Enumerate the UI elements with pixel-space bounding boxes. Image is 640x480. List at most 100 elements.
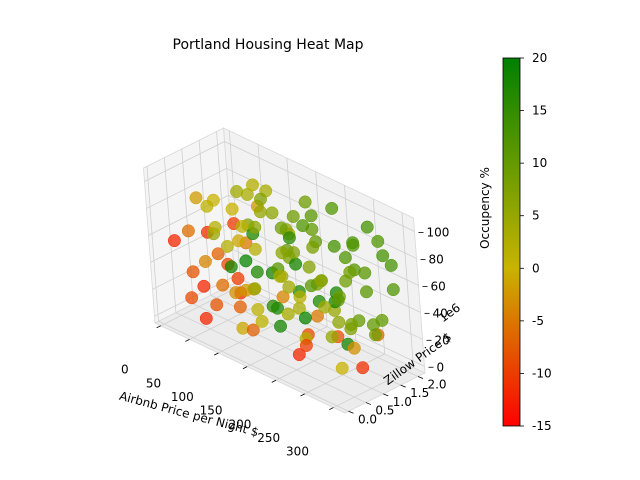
scatter-point xyxy=(282,280,296,294)
scatter-point xyxy=(235,219,249,233)
grid-line-y xyxy=(198,140,212,296)
scatter-point xyxy=(318,300,332,314)
scatter-point xyxy=(273,269,287,283)
y-tick-mark xyxy=(348,410,354,414)
scatter-point xyxy=(293,290,307,304)
scatter-point xyxy=(325,201,339,215)
scatter-point xyxy=(325,330,339,344)
grid-line-z xyxy=(234,275,425,367)
x-tick-label: 100 xyxy=(171,390,194,404)
x-tick-label: 200 xyxy=(228,417,251,431)
x-tick-mark xyxy=(300,393,305,397)
scatter-point xyxy=(250,265,264,279)
scatter-point xyxy=(274,319,287,333)
scatter-point xyxy=(185,291,199,305)
scatter-point xyxy=(304,209,318,223)
scatter-point xyxy=(343,265,357,279)
scatter-point xyxy=(239,254,253,268)
scatter-point xyxy=(248,282,262,296)
scatter-point xyxy=(233,300,247,314)
scatter-point xyxy=(360,285,373,299)
scatter-point xyxy=(186,265,200,279)
scatter-point xyxy=(338,251,352,265)
chart-title: Portland Housing Heat Map xyxy=(173,37,364,53)
grid-line-z xyxy=(146,168,227,209)
scatter-point xyxy=(282,231,296,245)
grid-line-x xyxy=(160,285,241,327)
grid-line-z xyxy=(230,221,421,313)
colorbar-tick-label: -5 xyxy=(532,314,544,328)
z-tick-label: 20 xyxy=(435,333,450,347)
scatter-point xyxy=(220,239,234,253)
scatter-point xyxy=(197,279,211,293)
y-tick-label: 1.0 xyxy=(393,395,412,409)
colorbar-tick-label: 20 xyxy=(532,51,547,65)
y-tick-label: 2.0 xyxy=(427,378,446,392)
grid-line-z xyxy=(232,248,423,340)
x-tick-label: 250 xyxy=(257,431,280,445)
scatter-point xyxy=(216,278,230,292)
scatter-point xyxy=(208,220,222,234)
scatter-point xyxy=(181,224,195,238)
scatter-point xyxy=(255,314,269,328)
scatter-point xyxy=(327,239,341,253)
x-tick-mark xyxy=(185,339,190,342)
scatter-point xyxy=(248,220,262,234)
grid-line-y xyxy=(227,286,419,377)
scatter-point xyxy=(254,192,267,206)
scatter-point xyxy=(271,301,284,315)
scatter-point xyxy=(358,266,372,280)
colorbar-tick-label: 10 xyxy=(532,156,547,170)
scatter-point xyxy=(286,210,300,223)
grid-line-z xyxy=(144,141,225,182)
scatter-point xyxy=(366,318,380,332)
scatter-point xyxy=(198,255,212,268)
scatter-point xyxy=(230,185,244,198)
scatter-point xyxy=(276,290,290,304)
grid-line-y xyxy=(175,312,367,403)
scatter-point xyxy=(332,315,346,329)
grid-line-y xyxy=(193,303,384,395)
scatter-point xyxy=(335,361,349,375)
scatter-point xyxy=(346,238,360,252)
scatter-point xyxy=(274,221,288,235)
x-tick-mark xyxy=(329,407,334,410)
scatter-point xyxy=(314,274,328,288)
colorbar-tick-label: -15 xyxy=(532,419,552,433)
scatter-point xyxy=(287,246,301,260)
x-tick-mark xyxy=(271,379,277,383)
scatter-point xyxy=(292,348,306,362)
scatter-point xyxy=(199,311,213,325)
scatter-point xyxy=(306,240,320,254)
x-tick-label: 0 xyxy=(121,363,129,377)
scatter-point xyxy=(289,257,303,271)
scatter-point xyxy=(345,318,358,331)
grid-line-y xyxy=(146,166,159,322)
colorbar-tick-label: 5 xyxy=(532,209,540,223)
scatter-point xyxy=(376,249,390,263)
scatter-point xyxy=(386,283,400,297)
x-tick-label: 50 xyxy=(146,376,161,390)
colorbar-tick-label: -10 xyxy=(532,366,552,380)
y-tick-mark xyxy=(365,402,372,405)
scatter-point xyxy=(265,206,279,220)
grid-line-y xyxy=(158,320,349,412)
z-tick-label: 80 xyxy=(429,252,444,266)
z-tick-label: 60 xyxy=(431,279,446,293)
scatter-point xyxy=(302,260,316,274)
scatter-point xyxy=(356,361,370,375)
y-tick-mark xyxy=(400,384,406,388)
scatter-point xyxy=(211,247,225,261)
z-tick-label: 0 xyxy=(437,360,445,374)
grid-line-x xyxy=(344,185,357,341)
grid-line-z xyxy=(224,141,415,232)
scatter-point xyxy=(167,234,181,248)
z-tick-label: 100 xyxy=(427,226,450,240)
colorbar: -15 -10 -5 0 5 10 15 20 xyxy=(502,51,552,433)
colorbar-gradient xyxy=(502,57,521,427)
z-tick-label: 40 xyxy=(433,306,448,320)
grid-line-x xyxy=(333,367,414,408)
scatter-point xyxy=(210,298,224,312)
grid-line-y xyxy=(163,157,177,313)
z-axis-label: Occupency % xyxy=(478,167,492,249)
